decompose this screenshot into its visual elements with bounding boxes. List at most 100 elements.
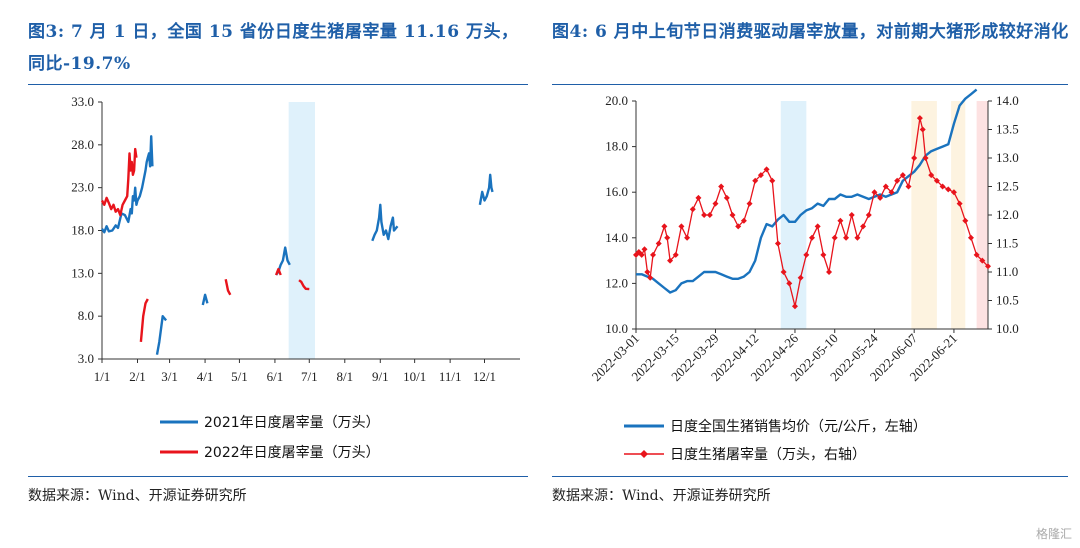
series-point-slaughter	[919, 126, 926, 133]
y-tick-label: 18.0	[71, 223, 94, 238]
series-point-slaughter	[701, 212, 708, 218]
series-point-slaughter	[905, 183, 912, 190]
series-point-slaughter	[831, 234, 838, 241]
series-point-slaughter	[655, 240, 662, 247]
left-y-tick-label: 10.0	[605, 321, 628, 336]
x-tick-label: 9/1	[372, 369, 389, 384]
series-point-slaughter	[826, 269, 833, 275]
series-point-slaughter	[746, 200, 753, 207]
left-chart-title: 图3: 7 月 1 日，全国 15 省份日度生猪屠宰量 11.16 万头，同比-…	[28, 22, 519, 74]
right-bottom-rule	[552, 476, 1068, 477]
right-chart-title: 图4: 6 月中上旬节日消费驱动屠宰放量，对前期大猪形成较好消化	[552, 22, 1069, 42]
series-point-slaughter	[757, 172, 764, 179]
series-point-slaughter	[689, 206, 696, 213]
series-point-slaughter	[667, 257, 674, 264]
left-bottom-rule	[28, 476, 528, 477]
series-point-slaughter	[638, 251, 645, 258]
series-point-slaughter	[854, 234, 861, 241]
legend-label: 2022年日度屠宰量（万头）	[204, 445, 380, 461]
series-line-slaughter	[635, 117, 989, 307]
series-line-2021	[201, 293, 209, 306]
series-point-slaughter	[814, 223, 821, 230]
right-y-tick-label: 12.5	[996, 179, 1019, 194]
right-y-tick-label: 13.5	[996, 122, 1019, 137]
y-tick-label: 33.0	[71, 94, 94, 109]
series-point-slaughter	[672, 251, 679, 258]
right-top-rule	[552, 84, 1068, 85]
series-point-slaughter	[650, 251, 657, 258]
series-point-slaughter	[843, 234, 850, 241]
series-point-slaughter	[860, 223, 867, 230]
left-y-tick-label: 18.0	[605, 139, 628, 154]
series-point-slaughter	[877, 194, 884, 201]
y-tick-label: 3.0	[78, 351, 94, 366]
highlight-band-yellow	[951, 101, 966, 329]
highlight-band-pink	[976, 101, 988, 329]
series-point-slaughter	[979, 257, 986, 264]
series-point-slaughter	[820, 251, 827, 258]
series-point-slaughter	[723, 194, 730, 201]
series-point-slaughter	[678, 223, 685, 230]
x-tick-label: 10/1	[403, 369, 426, 384]
series-point-slaughter	[774, 240, 781, 247]
series-point-slaughter	[928, 172, 935, 179]
right-y-tick-label: 14.0	[996, 93, 1019, 108]
series-point-slaughter	[973, 251, 980, 258]
x-tick-label: 1/1	[94, 369, 111, 384]
right-source-note: 数据来源：Wind、开源证券研究所	[552, 488, 771, 504]
x-tick-label: 11/1	[439, 369, 462, 384]
series-point-slaughter	[644, 269, 651, 275]
left-top-rule	[28, 84, 528, 85]
series-line-2021	[155, 315, 168, 355]
right-y-tick-label: 11.0	[996, 264, 1018, 279]
right-y-tick-label: 12.0	[996, 207, 1019, 222]
series-point-slaughter	[641, 246, 648, 253]
series-point-slaughter	[837, 217, 844, 224]
series-point-slaughter	[695, 194, 702, 201]
y-tick-label: 13.0	[71, 265, 94, 280]
series-point-slaughter	[922, 155, 929, 161]
series-line-price	[636, 88, 978, 294]
right-y-tick-label: 11.5	[996, 236, 1018, 251]
series-line-2021	[478, 173, 494, 206]
series-point-slaughter	[962, 217, 969, 224]
series-point-slaughter	[803, 251, 810, 258]
series-point-slaughter	[967, 234, 974, 241]
series-point-slaughter	[752, 177, 759, 184]
x-tick-label: 7/1	[301, 369, 318, 384]
y-tick-label: 28.0	[71, 137, 94, 152]
legend-label-slaughter: 日度生猪屠宰量（万头，右轴）	[670, 447, 866, 463]
left-chart-svg: 3.0 8.0 13.0 18.0 23.0 28.0 33.0 1/1 2/1 3/1 4/1 5/…	[71, 94, 520, 461]
series-point-slaughter	[735, 223, 742, 230]
series-line-2022	[139, 298, 149, 343]
legend-label-price: 日度全国生猪销售均价（元/公斤，左轴）	[670, 418, 927, 435]
series-point-slaughter	[950, 189, 957, 196]
legend-marker-slaughter	[640, 450, 648, 458]
series-line-2021	[371, 203, 399, 242]
series-point-slaughter	[718, 183, 725, 190]
series-point-slaughter	[933, 177, 940, 184]
series-point-slaughter	[712, 200, 719, 207]
right-y-tick-label: 10.0	[996, 321, 1019, 336]
x-tick-label: 5/1	[231, 369, 248, 384]
highlight-band	[288, 102, 316, 359]
series-point-slaughter	[684, 234, 691, 241]
series-point-slaughter	[985, 263, 991, 270]
series-point-slaughter	[769, 177, 776, 184]
series-point-slaughter	[911, 155, 918, 161]
series-line-2022	[100, 147, 138, 217]
series-line-2022	[274, 267, 282, 276]
y-tick-label: 23.0	[71, 180, 94, 195]
right-y-tick-label: 10.5	[996, 293, 1019, 308]
x-tick-label: 4/1	[197, 369, 214, 384]
series-point-slaughter	[791, 303, 798, 310]
series-point-slaughter	[797, 274, 804, 281]
series-point-slaughter	[809, 234, 815, 241]
left-y-tick-label: 12.0	[605, 275, 628, 290]
y-tick-label: 8.0	[78, 308, 94, 323]
series-line-2022	[298, 279, 310, 291]
series-point-slaughter	[865, 212, 872, 218]
x-tick-label: 12/1	[473, 369, 496, 384]
left-y-tick-label: 16.0	[605, 184, 628, 199]
series-point-slaughter	[647, 274, 654, 281]
